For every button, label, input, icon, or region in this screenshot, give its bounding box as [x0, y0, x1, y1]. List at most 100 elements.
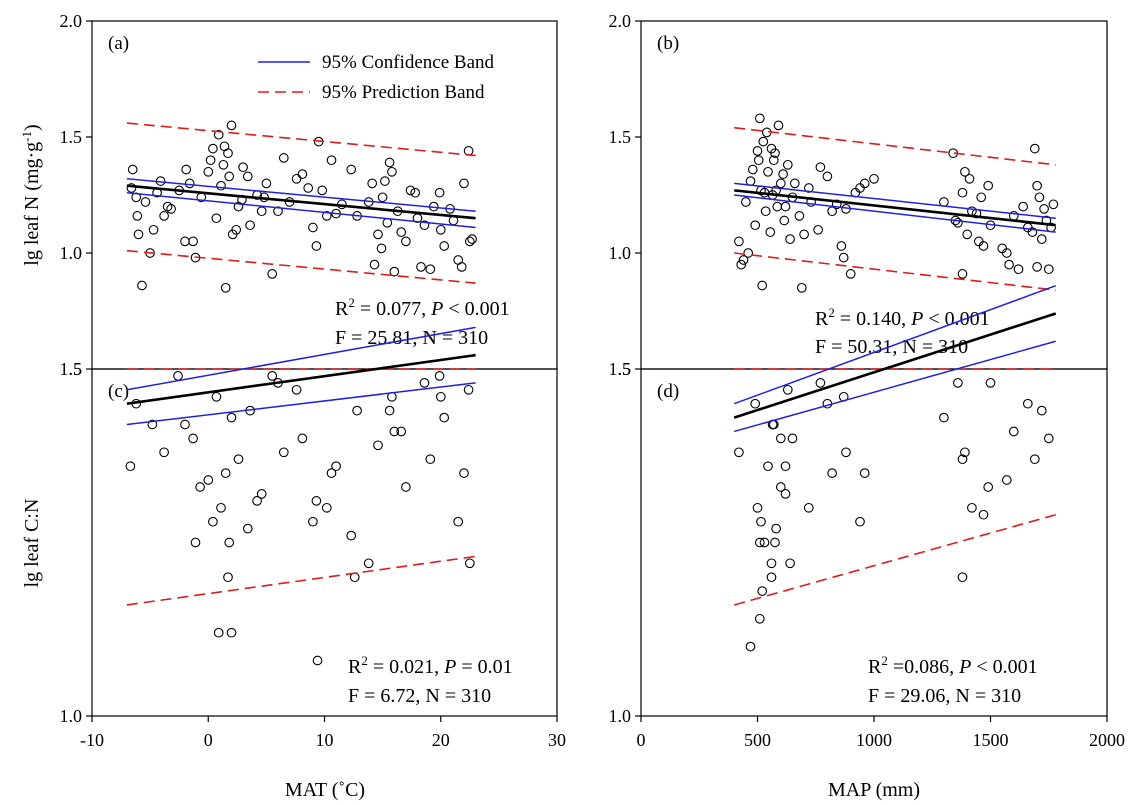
data-point [780, 489, 791, 499]
regression-line [126, 184, 476, 220]
data-point [233, 454, 244, 465]
data-point [803, 502, 814, 513]
prediction-band-lower [734, 252, 1056, 291]
data-point [766, 143, 777, 154]
prediction-band-lower [126, 249, 476, 284]
data-point [967, 502, 977, 513]
axis-ticks: 1.0 1.5 2.0 1.0 1.5 2.0 .5 .5 1.0 1.5 1.0 1.5 -10 0 10… [60, 11, 1126, 750]
data-point [754, 613, 765, 624]
data-point [252, 496, 262, 506]
panel-label: (c) [108, 381, 129, 402]
stats-r2-p: R2 = 0.077, P < 0.001 [335, 295, 510, 320]
data-point [772, 201, 783, 212]
x-tick-label: 500 [744, 730, 771, 750]
data-point [213, 627, 224, 638]
data-point [242, 171, 253, 182]
panel-b-plot: (b) R2 = 0.140, P < 0.001 F = 50.31, N = 3… [657, 33, 1059, 358]
data-point [459, 178, 469, 189]
data-point [273, 206, 283, 217]
data-point [976, 192, 987, 203]
data-point [757, 280, 768, 291]
data-point [855, 516, 865, 527]
regression-line [733, 312, 1057, 419]
data-point [226, 120, 237, 131]
data-point [312, 655, 323, 666]
data-point [311, 496, 322, 506]
y-axis-title-bottom: lg leaf C:N [21, 499, 43, 588]
data-point [464, 236, 475, 247]
data-point [297, 433, 308, 444]
data-point [367, 178, 378, 189]
data-point [962, 229, 973, 240]
panel-label: (d) [657, 381, 679, 402]
stats-r2-p: R2 =0.086, P < 0.001 [868, 653, 1038, 678]
data-point [127, 164, 138, 175]
data-point [953, 378, 963, 388]
data-point [180, 419, 190, 430]
data-point [770, 537, 780, 548]
data-point [291, 173, 302, 184]
data-point [939, 412, 949, 423]
data-point [419, 378, 430, 388]
data-point [827, 206, 837, 217]
data-point [311, 241, 322, 251]
regression-line [734, 189, 1056, 227]
x-axis-title-left: MAT (˚C) [285, 779, 365, 801]
data-point [238, 162, 248, 173]
data-point [326, 468, 337, 478]
data-point [803, 183, 814, 193]
x-tick-label: 20 [432, 730, 450, 750]
data-point [184, 178, 195, 189]
data-point [756, 516, 766, 527]
data-point [463, 384, 474, 395]
data-point [758, 136, 769, 147]
data-point [1043, 433, 1054, 444]
data-point [297, 169, 308, 179]
data-point [750, 398, 761, 409]
data-point [1036, 234, 1047, 244]
data-point [1043, 264, 1054, 275]
data-point [346, 530, 357, 541]
panel-d-plot: (d) R2 =0.086, P < 0.001 F = 29.06, N = 31… [657, 285, 1057, 707]
stats-f-n: F = 50.31, N = 310 [815, 336, 968, 358]
data-point [384, 405, 395, 416]
data-point [766, 558, 777, 569]
data-point [425, 264, 436, 275]
data-point [1048, 199, 1059, 210]
data-point [939, 197, 949, 207]
data-point [1029, 454, 1040, 465]
data-point [434, 371, 445, 381]
data-point [782, 384, 793, 395]
stats-r2-p: R2 = 0.021, P = 0.01 [348, 653, 513, 678]
data-point [419, 220, 430, 231]
data-point [218, 159, 229, 170]
data-point [759, 537, 770, 548]
data-point [957, 454, 968, 465]
data-point [741, 197, 751, 207]
data-point [159, 447, 169, 458]
data-point [211, 213, 222, 224]
x-tick-label: 1500 [973, 730, 1009, 750]
data-point [796, 282, 807, 293]
data-point [957, 572, 968, 583]
data-point [220, 468, 231, 478]
y-tick-label: 1.5 [609, 127, 632, 147]
data-point [957, 187, 968, 198]
data-point [794, 211, 805, 221]
stats-f-n: F = 29.06, N = 310 [868, 685, 1021, 707]
data-point [985, 378, 996, 388]
data-point [208, 516, 218, 527]
data-point [957, 269, 968, 279]
data-point [752, 502, 763, 513]
stats-f-n: F = 25.81, N = 310 [335, 327, 488, 349]
data-point [1034, 192, 1045, 203]
data-point [787, 433, 798, 444]
data-point [855, 183, 865, 193]
data-point [771, 523, 781, 534]
x-tick-label: 30 [548, 730, 566, 750]
data-point [754, 113, 765, 124]
data-point [1022, 222, 1033, 233]
y-tick-label: 1.5 [60, 127, 83, 147]
data-point [159, 211, 169, 221]
y-tick-label: 1.0 [609, 706, 632, 726]
